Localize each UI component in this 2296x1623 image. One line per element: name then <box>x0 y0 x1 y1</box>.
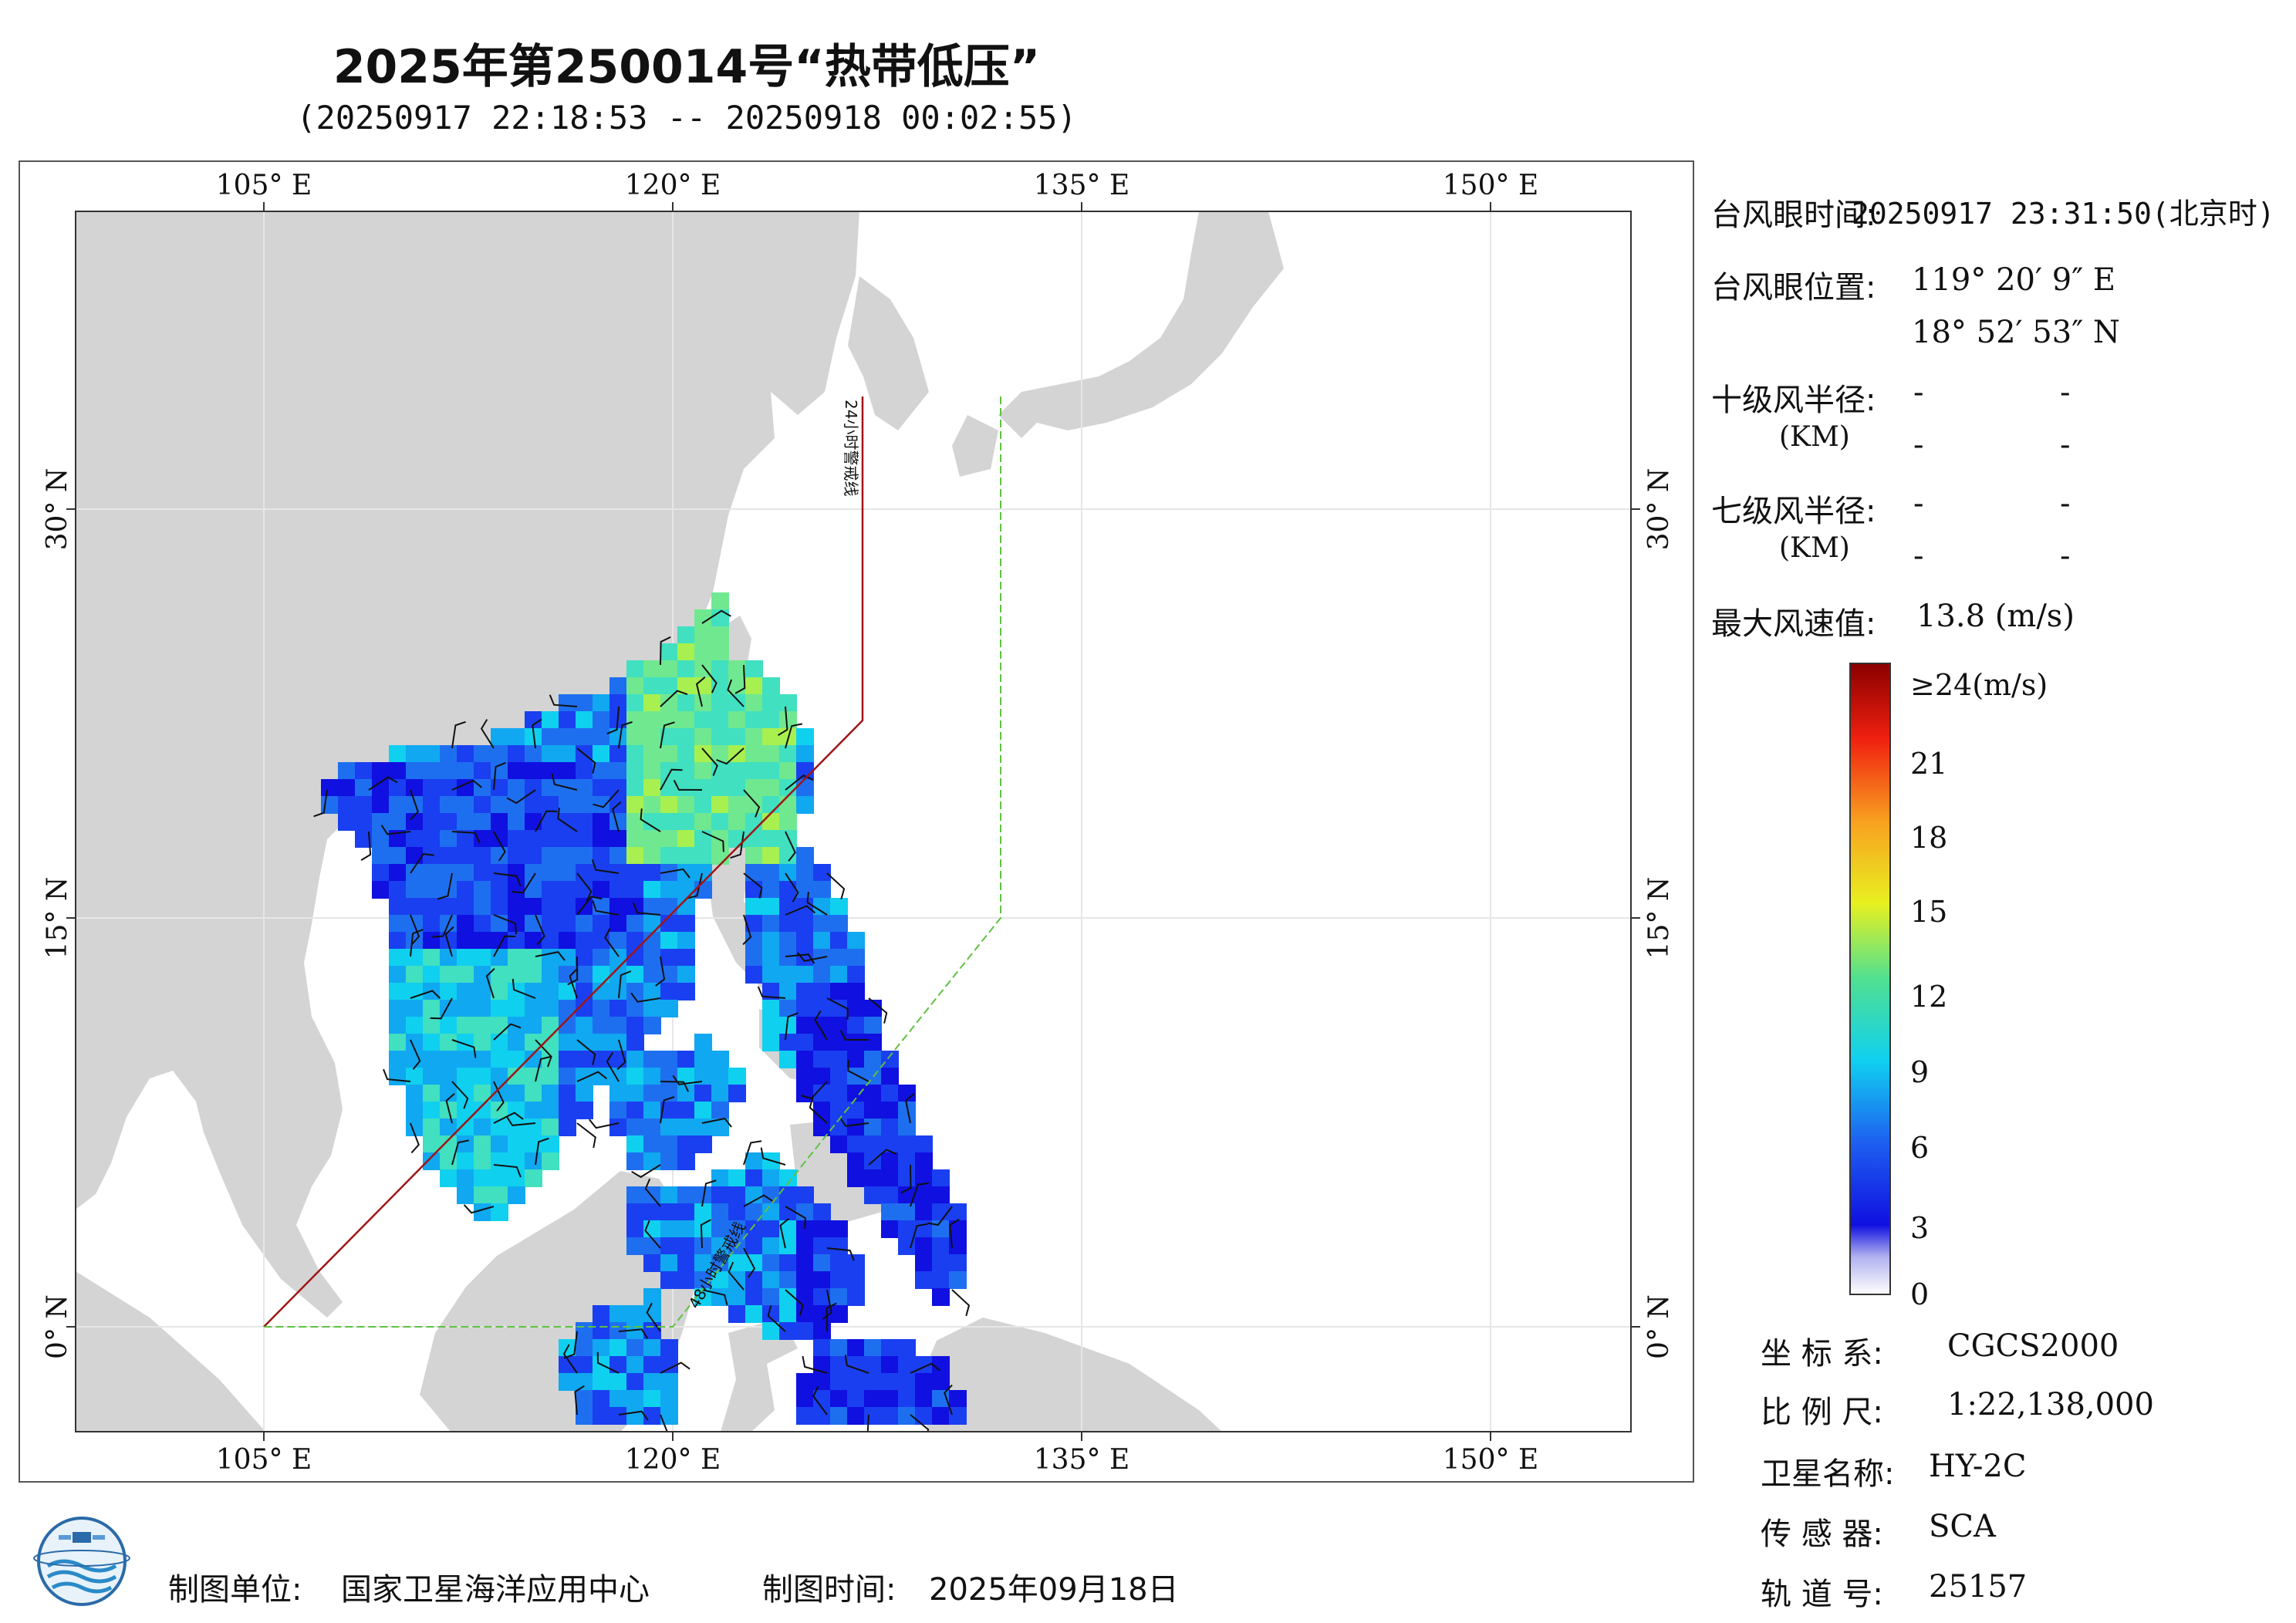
radius-10-value-3: - <box>1913 427 1924 463</box>
radius-7-value-1: - <box>1913 486 1924 521</box>
map-inner-frame <box>75 211 1632 1432</box>
scale-label: 比 例 尺: <box>1761 1395 1883 1430</box>
sensor-value: SCA <box>1929 1509 1996 1544</box>
colorbar-label-9: 9 <box>1910 1055 1930 1089</box>
land-japan-kyushu <box>952 415 998 477</box>
colorbar-label-21: 21 <box>1910 747 1948 781</box>
land-japan-honshu <box>998 211 1284 438</box>
producer-label: 制图单位: <box>168 1572 302 1608</box>
sensor-label: 传 感 器: <box>1761 1517 1883 1552</box>
orbit-label: 轨 道 号: <box>1761 1577 1883 1612</box>
coord-system-label: 坐 标 系: <box>1761 1336 1883 1372</box>
radius-7-label: 七级风半径: <box>1711 494 1876 529</box>
lon-label-top-105: 105° E <box>216 170 312 201</box>
radius-10-value-4: - <box>2060 427 2071 463</box>
radius-10-value-2: - <box>2060 375 2071 410</box>
map-outer-frame <box>19 160 1694 1483</box>
production-time-value: 2025年09月18日 <box>929 1572 1179 1608</box>
satellite-label: 卫星名称: <box>1761 1456 1895 1492</box>
wind-barbs <box>313 609 971 1432</box>
lat-label-left-0: 0° N <box>42 1294 73 1359</box>
lat-label-left-15: 15° N <box>42 877 73 960</box>
lon-label-top-150: 150° E <box>1443 170 1538 201</box>
colorbar-label-6: 6 <box>1910 1131 1930 1165</box>
wind-field-map: 24小时警戒线 48小时警戒线 105° E 120° E 135° E 150… <box>42 170 1675 1476</box>
radius-7-value-3: - <box>1913 538 1924 574</box>
lon-label-top-120: 120° E <box>625 170 721 201</box>
lon-label-bottom-120: 120° E <box>625 1444 721 1476</box>
land-new-guinea <box>913 1318 1222 1432</box>
satellite-value: HY-2C <box>1929 1449 2027 1484</box>
land-sulawesi <box>721 1318 798 1432</box>
wind-speed-swath <box>321 592 967 1425</box>
wind-speed-colorbar <box>1849 663 1891 1295</box>
lat-label-left-30: 30° N <box>42 468 73 551</box>
radius-7-value-4: - <box>2060 538 2071 574</box>
lat-label-right-0: 0° N <box>1643 1294 1675 1359</box>
production-time-label: 制图时间: <box>762 1572 896 1608</box>
radius-10-unit: (KM) <box>1779 421 1850 453</box>
lon-label-top-135: 135° E <box>1034 170 1129 201</box>
lat-label-right-15: 15° N <box>1643 877 1675 960</box>
map-subtitle: (20250917 22:18:53 -- 20250918 00:02:55) <box>296 99 1077 137</box>
coord-system-value: CGCS2000 <box>1947 1328 2119 1364</box>
colorbar-label-0: 0 <box>1910 1277 1930 1311</box>
radius-7-value-2: - <box>2060 486 2071 521</box>
eye-position-label: 台风眼位置: <box>1711 270 1876 305</box>
warning-line-48h <box>264 396 1001 1328</box>
scale-value: 1:22,138,000 <box>1947 1387 2154 1422</box>
eye-time-label: 台风眼时间: <box>1711 197 1876 233</box>
colorbar-label-15: 15 <box>1910 895 1948 929</box>
producer-value: 国家卫星海洋应用中心 <box>341 1572 650 1608</box>
max-wind-label: 最大风速值: <box>1711 606 1876 642</box>
lon-label-bottom-150: 150° E <box>1443 1444 1538 1476</box>
eye-latitude: 18° 52′ 53″ N <box>1912 315 2120 350</box>
radius-7-unit: (KM) <box>1779 532 1850 564</box>
tick-marks <box>66 202 1640 1441</box>
eye-longitude: 119° 20′ 9″ E <box>1912 262 2116 298</box>
land-korea <box>848 276 929 430</box>
map-title: 2025年第250014号“热带低压” <box>333 40 1041 94</box>
warning-line-24h-label: 24小时警戒线 <box>842 400 860 496</box>
nsoas-logo-icon <box>33 1517 130 1606</box>
lat-label-right-30: 30° N <box>1643 468 1675 551</box>
colorbar-label-24: ≥24(m/s) <box>1910 668 2048 702</box>
warning-line-24h <box>263 396 864 1328</box>
colorbar-label-12: 12 <box>1910 980 1948 1014</box>
orbit-value: 25157 <box>1929 1569 2028 1604</box>
eye-time-value: 20250917 23:31:50(北京时) <box>1852 197 2275 231</box>
max-wind-value: 13.8 (m/s) <box>1916 599 2075 634</box>
lon-label-bottom-135: 135° E <box>1034 1444 1129 1476</box>
radius-10-label: 十级风半径: <box>1711 383 1876 418</box>
land-sumatra <box>76 1271 265 1432</box>
colorbar-label-3: 3 <box>1910 1211 1930 1245</box>
radius-10-value-1: - <box>1913 375 1924 410</box>
colorbar-label-18: 18 <box>1910 821 1948 855</box>
lon-label-bottom-105: 105° E <box>216 1444 312 1476</box>
